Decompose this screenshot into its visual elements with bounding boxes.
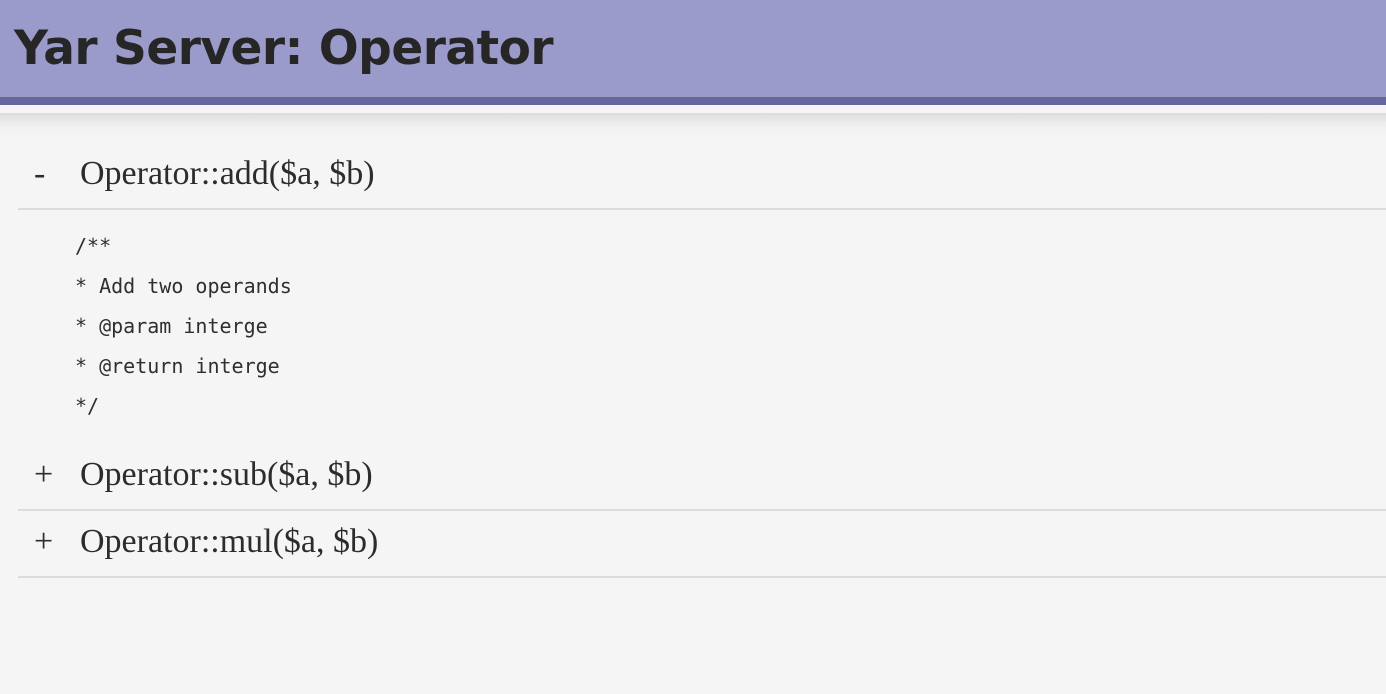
expand-plus-icon[interactable]: + xyxy=(34,456,54,493)
method-body-add: /** * Add two operands * @param interge … xyxy=(0,210,1386,444)
method-doc-add: /** * Add two operands * @param interge … xyxy=(75,234,292,418)
method-divider-mul xyxy=(18,576,1386,578)
method-item-sub: + Operator::sub($a, $b) xyxy=(0,444,1386,511)
page-header: Yar Server: Operator xyxy=(0,0,1386,105)
method-header-mul[interactable]: + Operator::mul($a, $b) xyxy=(0,511,1386,576)
method-header-sub[interactable]: + Operator::sub($a, $b) xyxy=(0,444,1386,509)
method-divider-sub xyxy=(18,509,1386,511)
collapse-minus-icon[interactable]: - xyxy=(34,155,46,192)
method-header-add[interactable]: - Operator::add($a, $b) xyxy=(0,143,1386,208)
method-accordion: - Operator::add($a, $b) /** * Add two op… xyxy=(0,113,1386,578)
method-item-mul: + Operator::mul($a, $b) xyxy=(0,511,1386,578)
page-title: Yar Server: Operator xyxy=(14,21,554,76)
method-signature-mul: Operator::mul($a, $b) xyxy=(80,523,379,560)
method-signature-add: Operator::add($a, $b) xyxy=(80,155,375,192)
method-signature-sub: Operator::sub($a, $b) xyxy=(80,456,373,493)
method-divider-add xyxy=(18,208,1386,210)
expand-plus-icon[interactable]: + xyxy=(34,523,54,560)
method-item-add: - Operator::add($a, $b) /** * Add two op… xyxy=(0,143,1386,444)
